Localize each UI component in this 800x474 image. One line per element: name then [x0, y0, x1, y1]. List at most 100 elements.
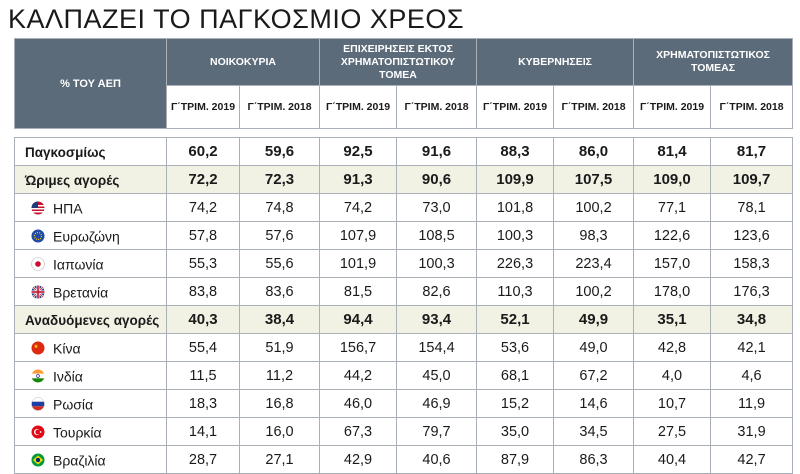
value-cell: 73,0 [395, 193, 478, 222]
value-cell: 46,9 [395, 389, 478, 418]
value-cell: 35,0 [476, 417, 555, 446]
value-cell: 100,3 [395, 249, 478, 278]
country-name: Βρετανία [53, 284, 109, 301]
table-row: Τουρκία 14,1 16,0 67,3 79,7 35,0 34,5 27,5 31,9 [14, 417, 794, 446]
value-cell: 101,8 [476, 193, 555, 222]
country-name: Κίνα [53, 340, 81, 357]
value-cell: 109,0 [633, 165, 712, 194]
value-cell: 88,3 [476, 137, 555, 166]
brazil-flag-icon [31, 453, 45, 467]
value-cell: 49,9 [553, 305, 635, 334]
value-cell: 92,5 [319, 137, 397, 166]
row-label: Βραζιλία [14, 445, 167, 474]
value-cell: 100,2 [553, 277, 635, 306]
value-cell: 94,4 [319, 305, 397, 334]
value-cell: 226,3 [476, 249, 555, 278]
value-cell: 223,4 [553, 249, 635, 278]
table-row: Βραζιλία 28,7 27,1 42,9 40,6 87,9 86,3 40,4 42,7 [14, 445, 794, 474]
value-cell: 83,8 [166, 277, 240, 306]
value-cell: 52,1 [476, 305, 555, 334]
table-row: Ρωσία 18,3 16,8 46,0 46,9 15,2 14,6 10,7 11,9 [14, 389, 794, 418]
table-row: ΗΠΑ 74,2 74,8 74,2 73,0 101,8 100,2 77,1 78,1 [14, 193, 794, 222]
row-label: Βρετανία [14, 277, 167, 306]
value-cell: 108,5 [395, 221, 478, 250]
value-cell: 90,6 [395, 165, 478, 194]
value-cell: 101,9 [319, 249, 397, 278]
value-cell: 122,6 [633, 221, 712, 250]
spacer-row [14, 128, 793, 138]
value-cell: 110,3 [476, 277, 555, 306]
sub-header: Γ΄ΤΡΙΜ. 2018 [239, 85, 320, 129]
value-cell: 109,7 [710, 165, 794, 194]
value-cell: 16,8 [239, 389, 320, 418]
value-cell: 18,3 [166, 389, 240, 418]
country-name: Ευρωζώνη [53, 228, 120, 245]
value-cell: 68,1 [476, 361, 555, 390]
value-cell: 4,0 [633, 361, 712, 390]
value-cell: 10,7 [633, 389, 712, 418]
value-cell: 178,0 [633, 277, 712, 306]
value-cell: 77,1 [633, 193, 712, 222]
value-cell: 51,9 [239, 333, 320, 362]
value-cell: 16,0 [239, 417, 320, 446]
value-cell: 44,2 [319, 361, 397, 390]
table-row: Ευρωζώνη 57,8 57,6 107,9 108,5 100,3 98,3 122,6… [14, 221, 794, 250]
country-name: Παγκοσμίως [25, 144, 106, 160]
value-cell: 74,2 [319, 193, 397, 222]
sub-header: Γ΄ΤΡΙΜ. 2019 [319, 85, 397, 129]
spacer-cell [14, 128, 793, 138]
value-cell: 46,0 [319, 389, 397, 418]
value-cell: 27,5 [633, 417, 712, 446]
value-cell: 176,3 [710, 277, 794, 306]
value-cell: 60,2 [166, 137, 240, 166]
usa-flag-icon [31, 201, 45, 215]
value-cell: 83,6 [239, 277, 320, 306]
value-cell: 81,4 [633, 137, 712, 166]
table-row: Κίνα 55,4 51,9 156,7 154,4 53,6 49,0 42,8 42,1 [14, 333, 794, 362]
sub-header: Γ΄ΤΡΙΜ. 2019 [476, 85, 555, 129]
row-label: Τουρκία [14, 417, 167, 446]
country-name: Βραζιλία [53, 452, 106, 469]
value-cell: 72,2 [166, 165, 240, 194]
value-cell: 4,6 [710, 361, 794, 390]
group-header-governments: ΚΥΒΕΡΝΗΣΕΙΣ [476, 38, 635, 86]
turkey-flag-icon [31, 425, 45, 439]
value-cell: 11,2 [239, 361, 320, 390]
value-cell: 82,6 [395, 277, 478, 306]
row-label: Ινδία [14, 361, 167, 390]
value-cell: 107,5 [553, 165, 635, 194]
value-cell: 157,0 [633, 249, 712, 278]
corner-label: % ΤΟΥ ΑΕΠ [14, 38, 167, 129]
value-cell: 91,3 [319, 165, 397, 194]
value-cell: 11,5 [166, 361, 240, 390]
row-label: Κίνα [14, 333, 167, 362]
value-cell: 38,4 [239, 305, 320, 334]
sub-header: Γ΄ΤΡΙΜ. 2018 [553, 85, 635, 129]
value-cell: 49,0 [553, 333, 635, 362]
sub-header: Γ΄ΤΡΙΜ. 2019 [166, 85, 240, 129]
row-label: Ρωσία [14, 389, 167, 418]
value-cell: 100,3 [476, 221, 555, 250]
value-cell: 72,3 [239, 165, 320, 194]
india-flag-icon [31, 369, 45, 383]
group-header-financial-sector: ΧΡΗΜΑΤΟΠΙΣΤΩΤΙΚΟΣ ΤΟΜΕΑΣ [633, 38, 794, 86]
value-cell: 156,7 [319, 333, 397, 362]
row-label: Αναδυόμενες αγορές [14, 305, 167, 334]
debt-table: % ΤΟΥ ΑΕΠ ΝΟΙΚΟΚΥΡΙΑ ΕΠΙΧΕΙΡΗΣΕΙΣ ΕΚΤΟΣ … [14, 38, 794, 474]
value-cell: 81,7 [710, 137, 794, 166]
group-header-households: ΝΟΙΚΟΚΥΡΙΑ [166, 38, 320, 86]
japan-flag-icon [31, 257, 45, 271]
value-cell: 42,8 [633, 333, 712, 362]
value-cell: 40,6 [395, 445, 478, 474]
table-row: Ινδία 11,5 11,2 44,2 45,0 68,1 67,2 4,0 4,6 [14, 361, 794, 390]
value-cell: 42,1 [710, 333, 794, 362]
value-cell: 42,7 [710, 445, 794, 474]
value-cell: 91,6 [395, 137, 478, 166]
table-row: Βρετανία 83,8 83,6 81,5 82,6 110,3 100,2 178,0 1… [14, 277, 794, 306]
value-cell: 34,8 [710, 305, 794, 334]
country-name: Τουρκία [53, 424, 102, 441]
country-name: Αναδυόμενες αγορές [25, 312, 160, 328]
value-cell: 15,2 [476, 389, 555, 418]
value-cell: 74,2 [166, 193, 240, 222]
value-cell: 55,6 [239, 249, 320, 278]
